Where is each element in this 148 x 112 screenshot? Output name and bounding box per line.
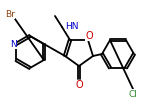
Text: N: N bbox=[10, 40, 17, 48]
Text: O: O bbox=[75, 80, 83, 90]
Text: Br: Br bbox=[5, 10, 15, 18]
Text: HN: HN bbox=[65, 22, 78, 30]
Text: Cl: Cl bbox=[129, 89, 137, 98]
Text: O: O bbox=[85, 30, 93, 41]
